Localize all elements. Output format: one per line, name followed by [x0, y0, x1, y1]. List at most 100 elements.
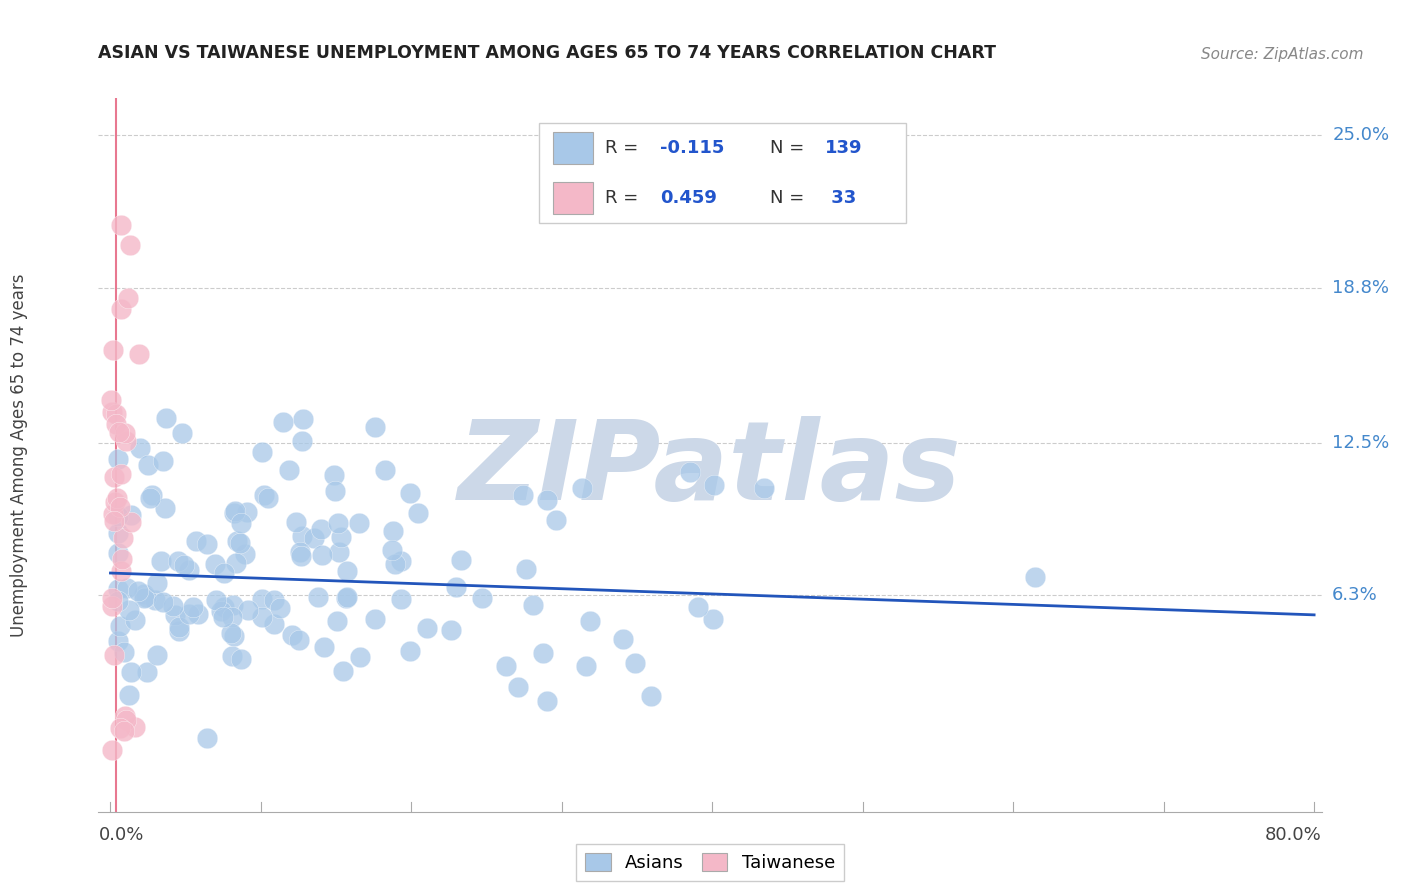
Point: [152, 595, 174, 609]
Point: [328, 545, 350, 559]
Point: [114, 709, 136, 723]
Point: [640, 689, 662, 703]
Point: [374, 463, 396, 477]
Point: [146, 575, 169, 590]
Point: [269, 601, 291, 615]
Point: [101, 591, 124, 605]
Point: [277, 462, 299, 476]
Point: [110, 467, 132, 481]
Point: [153, 501, 176, 516]
Point: [304, 531, 326, 545]
Point: [111, 551, 134, 566]
Point: [167, 619, 190, 633]
Text: 12.5%: 12.5%: [1331, 434, 1389, 451]
Point: [752, 481, 775, 495]
Text: Source: ZipAtlas.com: Source: ZipAtlas.com: [1201, 47, 1364, 62]
Point: [150, 554, 173, 568]
Point: [101, 507, 124, 521]
Point: [444, 580, 467, 594]
Point: [291, 529, 314, 543]
Point: [224, 504, 246, 518]
Point: [222, 629, 245, 643]
Text: 139: 139: [825, 139, 862, 157]
Point: [152, 454, 174, 468]
Text: 0.459: 0.459: [659, 189, 717, 207]
Point: [250, 610, 273, 624]
Point: [101, 343, 124, 358]
Point: [287, 633, 309, 648]
Point: [204, 557, 226, 571]
Point: [107, 594, 129, 608]
Point: [381, 542, 404, 557]
Point: [143, 593, 166, 607]
Point: [136, 665, 159, 679]
Legend: Asians, Taiwanese: Asians, Taiwanese: [576, 845, 844, 881]
Point: [336, 590, 359, 604]
Text: Unemployment Among Ages 65 to 74 years: Unemployment Among Ages 65 to 74 years: [10, 273, 28, 637]
Point: [103, 514, 125, 528]
Point: [107, 546, 129, 560]
Point: [440, 623, 463, 637]
Point: [162, 599, 184, 613]
Point: [309, 522, 332, 536]
FancyBboxPatch shape: [538, 123, 905, 223]
Point: [703, 478, 725, 492]
Point: [105, 407, 128, 421]
Text: N =: N =: [770, 189, 810, 207]
Point: [108, 425, 131, 439]
Point: [226, 533, 249, 548]
Text: 0.0%: 0.0%: [98, 827, 143, 845]
Point: [329, 530, 352, 544]
Point: [408, 506, 430, 520]
Point: [285, 515, 308, 529]
Point: [135, 590, 157, 604]
Point: [104, 417, 127, 431]
Point: [219, 625, 242, 640]
Point: [120, 665, 142, 679]
Point: [336, 565, 359, 579]
Point: [389, 592, 412, 607]
Point: [323, 484, 346, 499]
Point: [335, 591, 357, 606]
Point: [328, 516, 350, 531]
Point: [107, 452, 129, 467]
Point: [167, 554, 190, 568]
Point: [271, 415, 294, 429]
Point: [290, 549, 312, 563]
FancyBboxPatch shape: [554, 182, 592, 214]
Point: [205, 593, 228, 607]
Point: [139, 491, 162, 505]
Point: [311, 548, 333, 562]
Point: [115, 714, 138, 728]
Point: [110, 218, 132, 232]
Point: [120, 237, 142, 252]
Point: [100, 392, 122, 407]
Point: [515, 561, 537, 575]
Point: [506, 680, 529, 694]
Point: [571, 481, 593, 495]
Point: [128, 347, 150, 361]
Point: [187, 607, 209, 622]
Point: [163, 607, 186, 622]
Point: [110, 722, 132, 736]
Point: [292, 412, 315, 426]
Text: N =: N =: [770, 139, 810, 157]
Point: [221, 610, 243, 624]
Point: [120, 515, 142, 529]
Point: [214, 599, 236, 614]
Text: ASIAN VS TAIWANESE UNEMPLOYMENT AMONG AGES 65 TO 74 YEARS CORRELATION CHART: ASIAN VS TAIWANESE UNEMPLOYMENT AMONG AG…: [98, 45, 997, 62]
FancyBboxPatch shape: [554, 132, 592, 164]
Point: [281, 628, 304, 642]
Point: [124, 720, 146, 734]
Point: [531, 646, 554, 660]
Point: [291, 434, 314, 448]
Point: [364, 420, 387, 434]
Point: [103, 648, 125, 663]
Point: [212, 609, 235, 624]
Point: [118, 688, 141, 702]
Text: 33: 33: [825, 189, 856, 207]
Point: [118, 603, 141, 617]
Point: [236, 603, 259, 617]
Point: [364, 612, 387, 626]
Text: 18.8%: 18.8%: [1331, 278, 1389, 297]
